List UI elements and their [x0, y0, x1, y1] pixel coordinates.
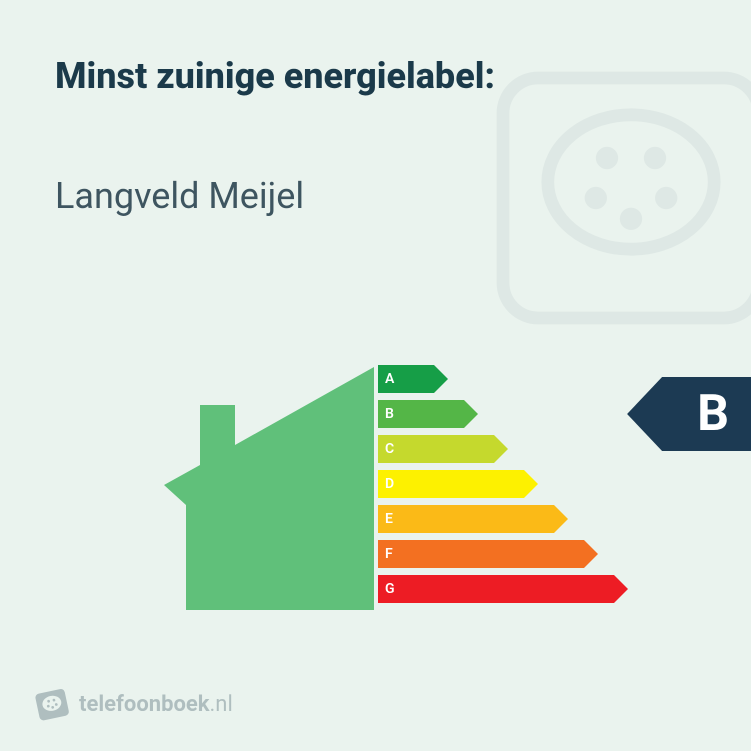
footer-logo-icon	[32, 684, 72, 724]
footer: telefoonboek.nl	[35, 687, 233, 721]
energy-bar-label: E	[385, 511, 393, 527]
energy-bar-label: C	[385, 441, 394, 457]
location-name: Langveld Meijel	[55, 175, 304, 217]
footer-brand-bold: telefoonboek	[79, 692, 210, 717]
watermark-icon	[471, 30, 751, 350]
house-icon	[160, 365, 380, 615]
energy-bar-label: G	[385, 581, 395, 597]
heading: Minst zuinige energielabel:	[55, 55, 495, 97]
footer-brand-rest: .nl	[210, 692, 233, 717]
footer-brand: telefoonboek.nl	[79, 692, 233, 717]
energy-bar-label: B	[385, 406, 394, 422]
rating-letter: B	[697, 385, 729, 443]
energy-bar-label: A	[385, 371, 394, 387]
energy-bar-label: F	[385, 546, 393, 562]
energy-bar-label: D	[385, 476, 394, 492]
